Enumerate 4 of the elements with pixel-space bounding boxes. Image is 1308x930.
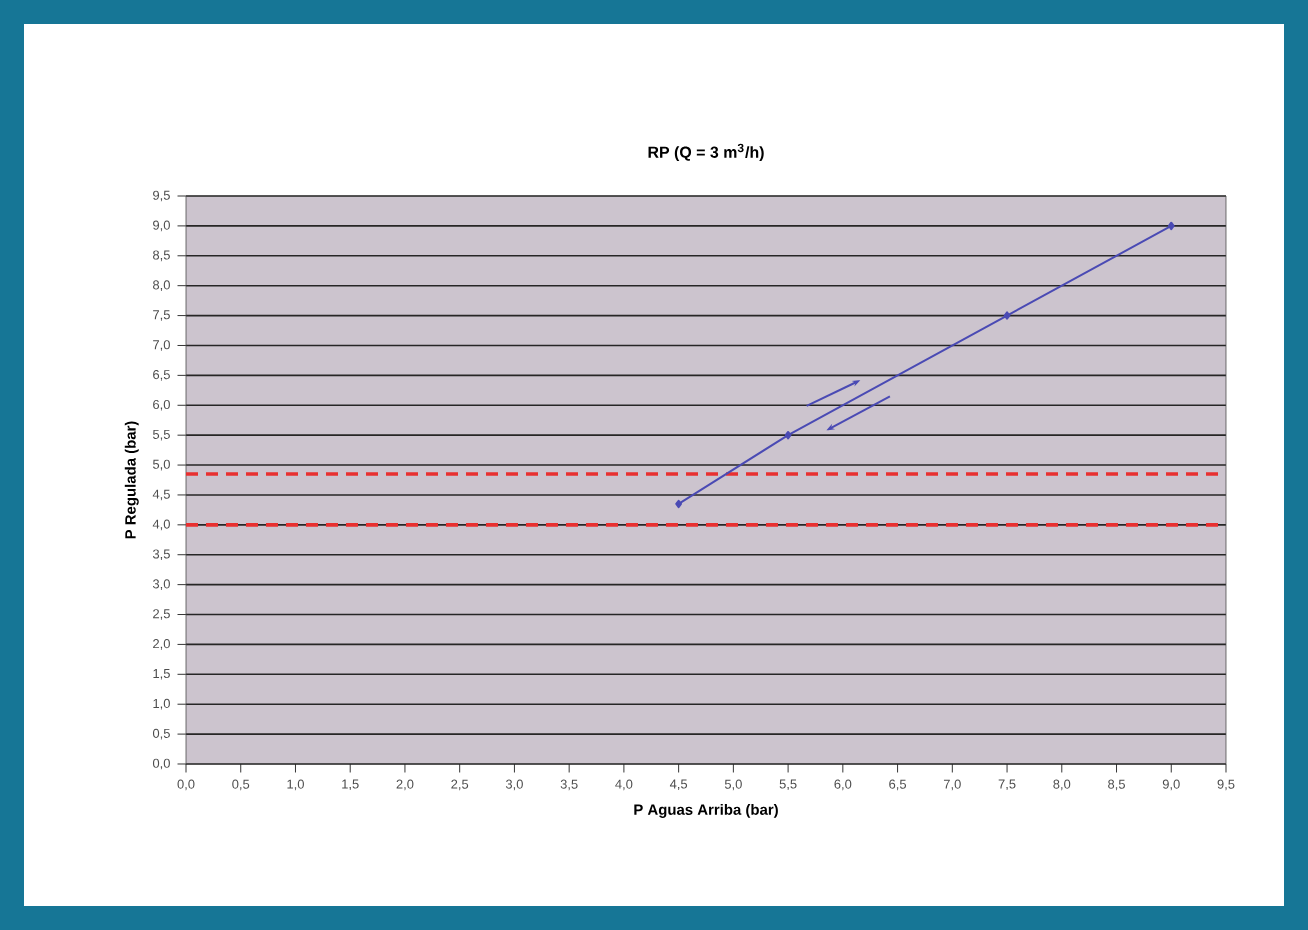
point: [1003, 311, 1011, 320]
point: [1167, 221, 1175, 231]
point: [675, 499, 683, 509]
point: [784, 430, 792, 440]
